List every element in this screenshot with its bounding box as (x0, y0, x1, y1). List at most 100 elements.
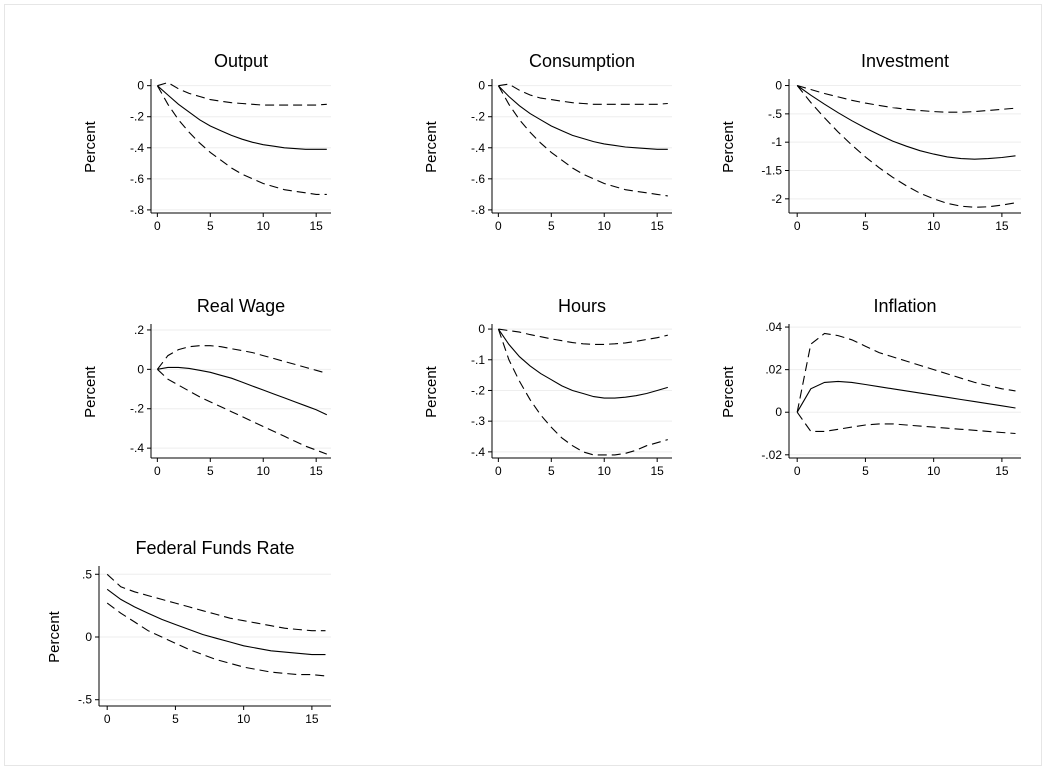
impulse-response-line (497, 328, 668, 399)
y-tick-label: -1.5 (761, 164, 782, 178)
x-tick-label: 10 (927, 219, 941, 233)
y-axis-label: Percent (82, 365, 99, 418)
y-tick-label: -.4 (471, 445, 485, 459)
y-tick-label: -.1 (471, 353, 485, 367)
confidence-band-line (156, 85, 327, 195)
x-tick-label: 0 (495, 464, 502, 478)
panel-title: Hours (558, 296, 606, 316)
y-tick-label: -.5 (78, 693, 92, 707)
y-tick-label: -.2 (130, 402, 144, 416)
y-tick-label: .04 (765, 320, 782, 334)
y-tick-label: -2 (771, 192, 782, 206)
x-tick-label: 10 (598, 464, 612, 478)
confidence-band-line (106, 573, 326, 632)
panel-1: 0 -.2 -.4 -.6 -.8 0 5 10 15 Consumption Percent (423, 51, 672, 233)
impulse-response-line (157, 366, 328, 416)
x-tick-label: 15 (650, 464, 664, 478)
panel-3: .2 0 -.2 -.4 0 5 10 15 Real Wage Percent (82, 296, 331, 478)
confidence-band-line (157, 82, 327, 106)
x-tick-label: 5 (862, 464, 869, 478)
x-tick-label: 15 (305, 712, 319, 726)
y-axis-label: Percent (423, 120, 440, 173)
y-tick-label: -.2 (471, 110, 485, 124)
figure-area: 0 -.2 -.4 -.6 -.8 0 5 10 15 Output Percent 0 -.2 -.4 -… (4, 4, 1042, 766)
y-tick-label: -.6 (130, 172, 144, 186)
x-tick-label: 10 (927, 464, 941, 478)
x-tick-label: 15 (309, 219, 323, 233)
panel-title: Inflation (873, 296, 936, 316)
confidence-band-line (796, 411, 1016, 435)
x-tick-label: 5 (548, 219, 555, 233)
confidence-band-line (497, 328, 668, 456)
x-tick-label: 5 (207, 219, 214, 233)
y-tick-label: -.4 (130, 141, 144, 155)
y-tick-label: -.4 (130, 441, 144, 455)
y-tick-label: .2 (134, 323, 144, 337)
y-axis-label: Percent (720, 120, 737, 173)
panel-title: Investment (861, 51, 949, 71)
figure-canvas: 0 -.2 -.4 -.6 -.8 0 5 10 15 Output Percent 0 -.2 -.4 -… (46, 51, 1021, 726)
confidence-band-line (796, 85, 1016, 208)
x-tick-label: 10 (257, 464, 271, 478)
y-tick-label: -.5 (768, 107, 782, 121)
x-tick-label: 0 (154, 464, 161, 478)
impulse-response-line (498, 85, 668, 150)
x-tick-label: 10 (257, 219, 271, 233)
y-tick-label: .5 (82, 567, 92, 581)
y-axis-label: Percent (46, 610, 63, 663)
confidence-band-line (497, 85, 668, 197)
y-tick-label: 0 (85, 630, 92, 644)
x-tick-label: 0 (794, 219, 801, 233)
confidence-band-line (498, 83, 668, 105)
x-tick-label: 5 (548, 464, 555, 478)
x-tick-label: 15 (995, 464, 1009, 478)
impulse-response-line (796, 380, 1016, 413)
x-tick-label: 0 (495, 219, 502, 233)
confidence-band-line (157, 368, 327, 455)
y-tick-label: 0 (478, 79, 485, 93)
confidence-band-line (498, 328, 668, 345)
y-tick-label: -.2 (130, 110, 144, 124)
panel-0: 0 -.2 -.4 -.6 -.8 0 5 10 15 Output Percent (82, 51, 331, 233)
impulse-response-line (157, 85, 327, 150)
y-tick-label: -.3 (471, 414, 485, 428)
panel-title: Federal Funds Rate (135, 538, 294, 558)
confidence-band-line (796, 332, 1016, 413)
impulse-response-line (796, 85, 1016, 160)
y-tick-label: 0 (775, 405, 782, 419)
panel-2: 0 -.5 -1 -1.5 -2 0 5 10 15 Investment Percent (720, 51, 1021, 233)
x-tick-label: 15 (309, 464, 323, 478)
y-tick-label: 0 (478, 322, 485, 336)
y-axis-label: Percent (720, 365, 737, 418)
y-axis-label: Percent (82, 120, 99, 173)
panel-title: Consumption (529, 51, 635, 71)
y-tick-label: 0 (137, 79, 144, 93)
x-tick-label: 5 (172, 712, 179, 726)
y-tick-label: -.02 (761, 448, 782, 462)
panel-title: Real Wage (197, 296, 285, 316)
panel-5: .04 .02 0 -.02 0 5 10 15 Inflation Percent (720, 296, 1021, 478)
confidence-band-line (156, 345, 327, 374)
panel-title: Output (214, 51, 268, 71)
x-tick-label: 10 (237, 712, 251, 726)
panel-6: .5 0 -.5 0 5 10 15 Federal Funds Rate Percent (46, 538, 331, 726)
panel-4: 0 -.1 -.2 -.3 -.4 0 5 10 15 Hours Percent (423, 296, 672, 478)
y-tick-label: -.8 (130, 203, 144, 217)
x-tick-label: 0 (794, 464, 801, 478)
y-tick-label: -.8 (471, 203, 485, 217)
x-tick-label: 15 (995, 219, 1009, 233)
y-tick-label: -1 (771, 135, 782, 149)
x-tick-label: 0 (154, 219, 161, 233)
y-tick-label: -.4 (471, 141, 485, 155)
x-tick-label: 10 (598, 219, 612, 233)
y-tick-label: 0 (137, 362, 144, 376)
y-tick-label: -.6 (471, 172, 485, 186)
impulse-response-line (106, 588, 326, 656)
y-tick-label: 0 (775, 79, 782, 93)
y-tick-label: .02 (765, 363, 782, 377)
x-tick-label: 0 (104, 712, 111, 726)
x-tick-label: 5 (862, 219, 869, 233)
y-tick-label: -.2 (471, 383, 485, 397)
y-axis-label: Percent (423, 365, 440, 418)
x-tick-label: 15 (650, 219, 664, 233)
